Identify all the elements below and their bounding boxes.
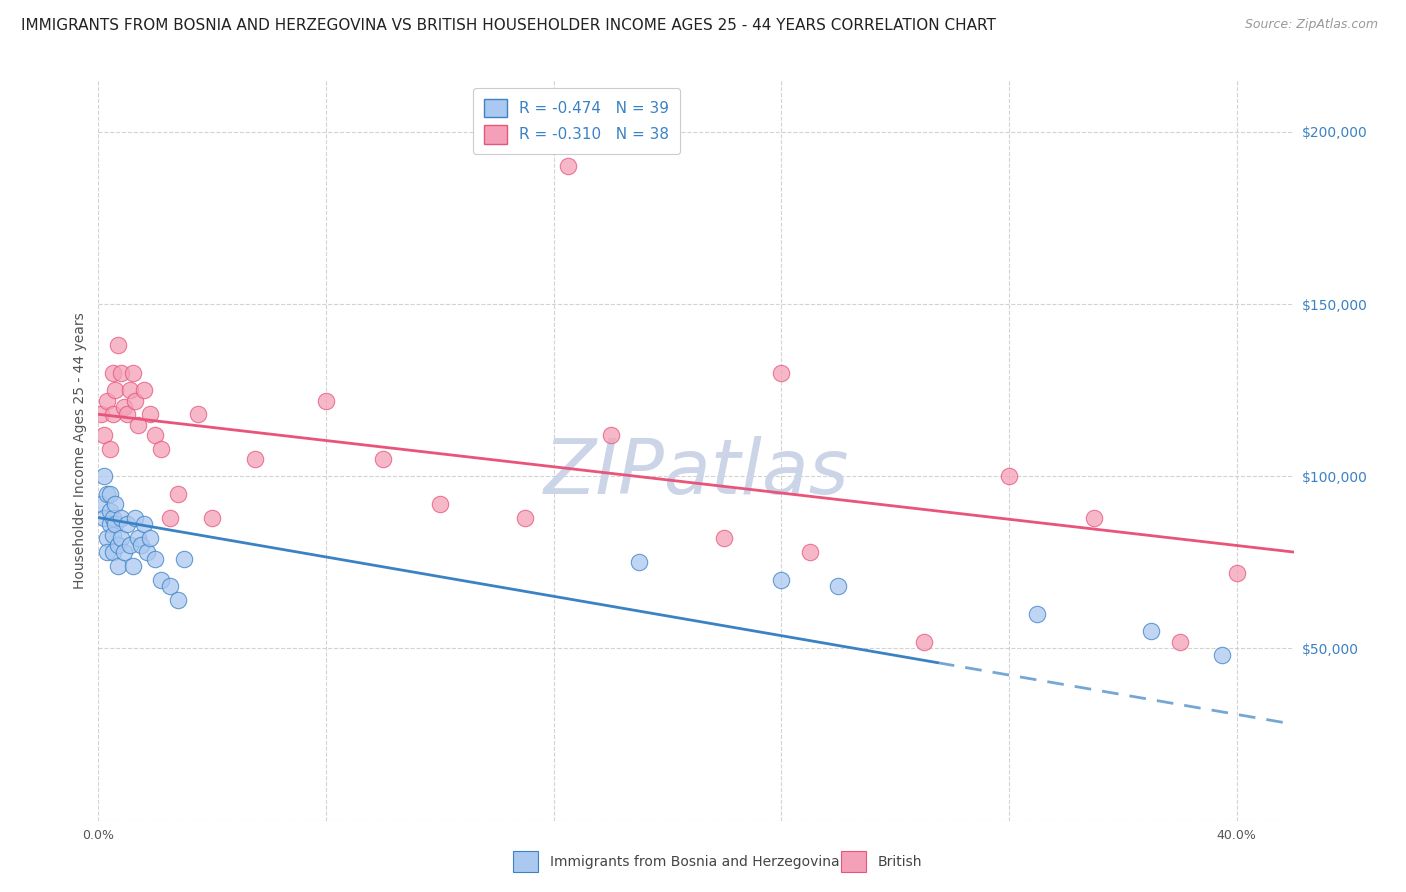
Point [101,407,124,421]
Point [515,510,537,524]
Point [98,486,121,500]
Text: IMMIGRANTS FROM BOSNIA AND HERZEGOVINA VS BRITISH HOUSEHOLDER INCOME AGES 25 - 4: IMMIGRANTS FROM BOSNIA AND HERZEGOVINA V… [21,18,995,33]
Point [98,517,121,532]
Point [429,497,451,511]
Point [129,538,152,552]
Point [1168,634,1191,648]
Point [104,517,127,532]
Point [98,504,121,518]
Point [187,407,209,421]
Point [770,573,793,587]
Point [1026,607,1049,621]
Point [93,469,115,483]
Point [998,469,1021,483]
Point [159,510,181,524]
Point [101,366,124,380]
Text: British: British [877,855,922,869]
Point [132,383,155,397]
Point [96,531,118,545]
Point [713,531,735,545]
Point [101,510,124,524]
Point [557,160,579,174]
Point [173,552,195,566]
Point [112,545,135,559]
Point [143,428,166,442]
Point [90,497,112,511]
Point [115,407,138,421]
Point [827,579,849,593]
Point [159,579,181,593]
Point [98,442,121,456]
Point [912,634,935,648]
Point [1083,510,1105,524]
Point [101,545,124,559]
Point [799,545,821,559]
Point [110,531,132,545]
Point [115,517,138,532]
Point [127,417,149,432]
Point [110,510,132,524]
Point [118,383,141,397]
Point [112,401,135,415]
Point [93,510,115,524]
Text: Immigrants from Bosnia and Herzegovina: Immigrants from Bosnia and Herzegovina [550,855,839,869]
Point [1140,624,1163,639]
Point [96,545,118,559]
Point [150,573,173,587]
Point [599,428,621,442]
Point [118,538,141,552]
Point [167,593,190,607]
Point [1211,648,1233,663]
Point [110,366,132,380]
Point [124,393,146,408]
Text: ZIPatlas: ZIPatlas [543,435,849,509]
Point [127,531,149,545]
Legend: R = -0.474   N = 39, R = -0.310   N = 38: R = -0.474 N = 39, R = -0.310 N = 38 [474,88,679,154]
Point [371,452,394,467]
Point [93,428,115,442]
Point [96,393,118,408]
Point [96,486,118,500]
Point [243,452,266,467]
Point [107,558,129,573]
Point [132,517,155,532]
Point [124,510,146,524]
Point [90,407,112,421]
Point [107,538,129,552]
Point [135,545,157,559]
Point [101,528,124,542]
Point [150,442,173,456]
Point [121,366,143,380]
Point [315,393,337,408]
Point [107,338,129,352]
Text: Source: ZipAtlas.com: Source: ZipAtlas.com [1244,18,1378,31]
Point [138,407,160,421]
Point [201,510,224,524]
Point [138,531,160,545]
Point [167,486,190,500]
Point [628,555,651,569]
Point [143,552,166,566]
Y-axis label: Householder Income Ages 25 - 44 years: Householder Income Ages 25 - 44 years [73,312,87,589]
Point [104,383,127,397]
Point [121,558,143,573]
Point [1226,566,1249,580]
Point [104,497,127,511]
Point [770,366,793,380]
